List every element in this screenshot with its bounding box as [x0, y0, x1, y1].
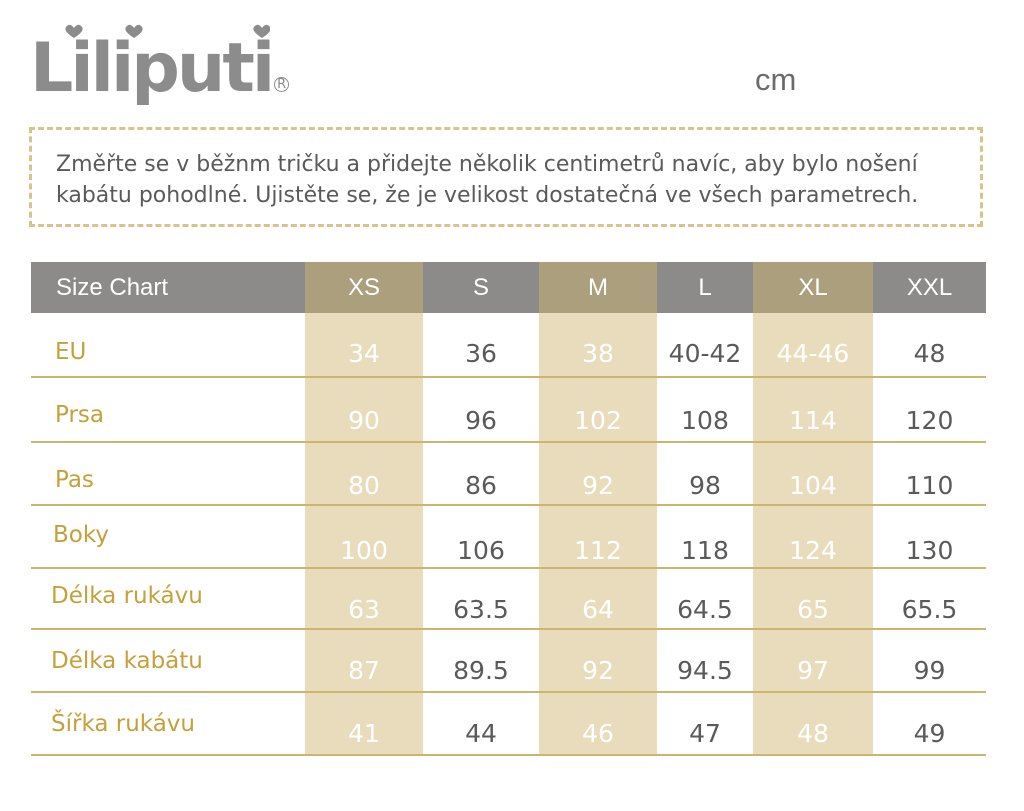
- table-cell: 48: [797, 719, 829, 748]
- table-cell: 92: [582, 656, 614, 685]
- table-cell: 40-42: [668, 339, 742, 368]
- brand-name: Liliputi: [30, 29, 275, 108]
- row-divider: [31, 691, 986, 693]
- row-divider: [31, 628, 986, 630]
- brand-logo: Liliputi R: [30, 20, 290, 108]
- highlight-column-xs: [305, 262, 423, 754]
- fit-note-line-2: kabátu pohodlné. Ujistěte se, že je veli…: [56, 183, 919, 208]
- table-cell: 108: [681, 406, 729, 435]
- fit-note-line-1: Změřte se v běžnm tričku a přidejte něko…: [56, 152, 918, 177]
- table-cell: 64.5: [677, 595, 733, 624]
- table-cell: 44-46: [776, 339, 850, 368]
- logo-hearts-icon: [65, 24, 270, 38]
- table-cell: 106: [457, 536, 505, 565]
- registered-mark: R: [274, 77, 290, 92]
- row-label: EU: [55, 339, 87, 365]
- table-cell: 92: [582, 471, 614, 500]
- table-cell: 38: [582, 339, 614, 368]
- table-cell: 94.5: [677, 656, 733, 685]
- highlight-column-xl: [753, 262, 873, 754]
- header-size-xxl: XXL: [873, 262, 986, 313]
- row-divider: [31, 376, 986, 378]
- table-cell: 63.5: [453, 595, 509, 624]
- size-chart-table: Size Chart XS S M L XL XXL EU 34 36 38 40-42 44-46 48…: [31, 262, 986, 757]
- table-cell: 100: [340, 536, 388, 565]
- table-cell: 80: [348, 471, 380, 500]
- table-cell: 112: [574, 536, 622, 565]
- table-cell: 124: [789, 536, 837, 565]
- highlight-column-m: [539, 262, 657, 754]
- table-cell: 87: [348, 656, 380, 685]
- fit-note: Změřte se v běžnm tričku a přidejte něko…: [29, 127, 983, 227]
- table-cell: 89.5: [453, 656, 509, 685]
- header-size-xl: XL: [753, 262, 873, 313]
- table-cell: 130: [905, 536, 954, 565]
- table-cell: 44: [465, 719, 497, 748]
- header-title: Size Chart: [31, 262, 305, 313]
- table-cell: 63: [348, 595, 380, 624]
- row-label: Boky: [53, 522, 109, 548]
- row-divider: [31, 504, 986, 506]
- table-cell: 118: [681, 536, 729, 565]
- row-label: Délka rukávu: [51, 583, 203, 609]
- table-cell: 97: [797, 656, 829, 685]
- table-cell: 98: [689, 471, 721, 500]
- table-cell: 110: [905, 471, 954, 500]
- table-cell: 65: [797, 595, 829, 624]
- table-cell: 65.5: [901, 595, 958, 624]
- table-cell: 96: [465, 406, 497, 435]
- unit-label: cm: [755, 62, 797, 97]
- header-size-xs: XS: [305, 262, 423, 313]
- table-cell: 102: [574, 406, 622, 435]
- row-divider: [31, 754, 986, 756]
- row-label: Pas: [55, 467, 94, 493]
- table-cell: 120: [905, 406, 954, 435]
- table-cell: 47: [689, 719, 721, 748]
- row-label: Délka kabátu: [51, 648, 203, 674]
- table-cell: 46: [582, 719, 614, 748]
- row-label: Prsa: [55, 402, 104, 428]
- header-size-s: S: [423, 262, 539, 313]
- header-size-m: M: [539, 262, 657, 313]
- table-cell: 36: [465, 339, 497, 368]
- row-label: Šířka rukávu: [51, 711, 195, 737]
- table-cell: 49: [913, 719, 946, 748]
- table-cell: 104: [789, 471, 837, 500]
- table-cell: 34: [348, 339, 380, 368]
- row-divider: [31, 567, 986, 569]
- header-size-l: L: [657, 262, 753, 313]
- table-cell: 41: [348, 719, 380, 748]
- table-cell: 48: [913, 339, 946, 368]
- table-cell: 99: [913, 656, 946, 685]
- row-divider: [31, 441, 986, 443]
- table-cell: 86: [465, 471, 497, 500]
- table-cell: 64: [582, 595, 614, 624]
- table-cell: 114: [789, 406, 837, 435]
- table-cell: 90: [348, 406, 380, 435]
